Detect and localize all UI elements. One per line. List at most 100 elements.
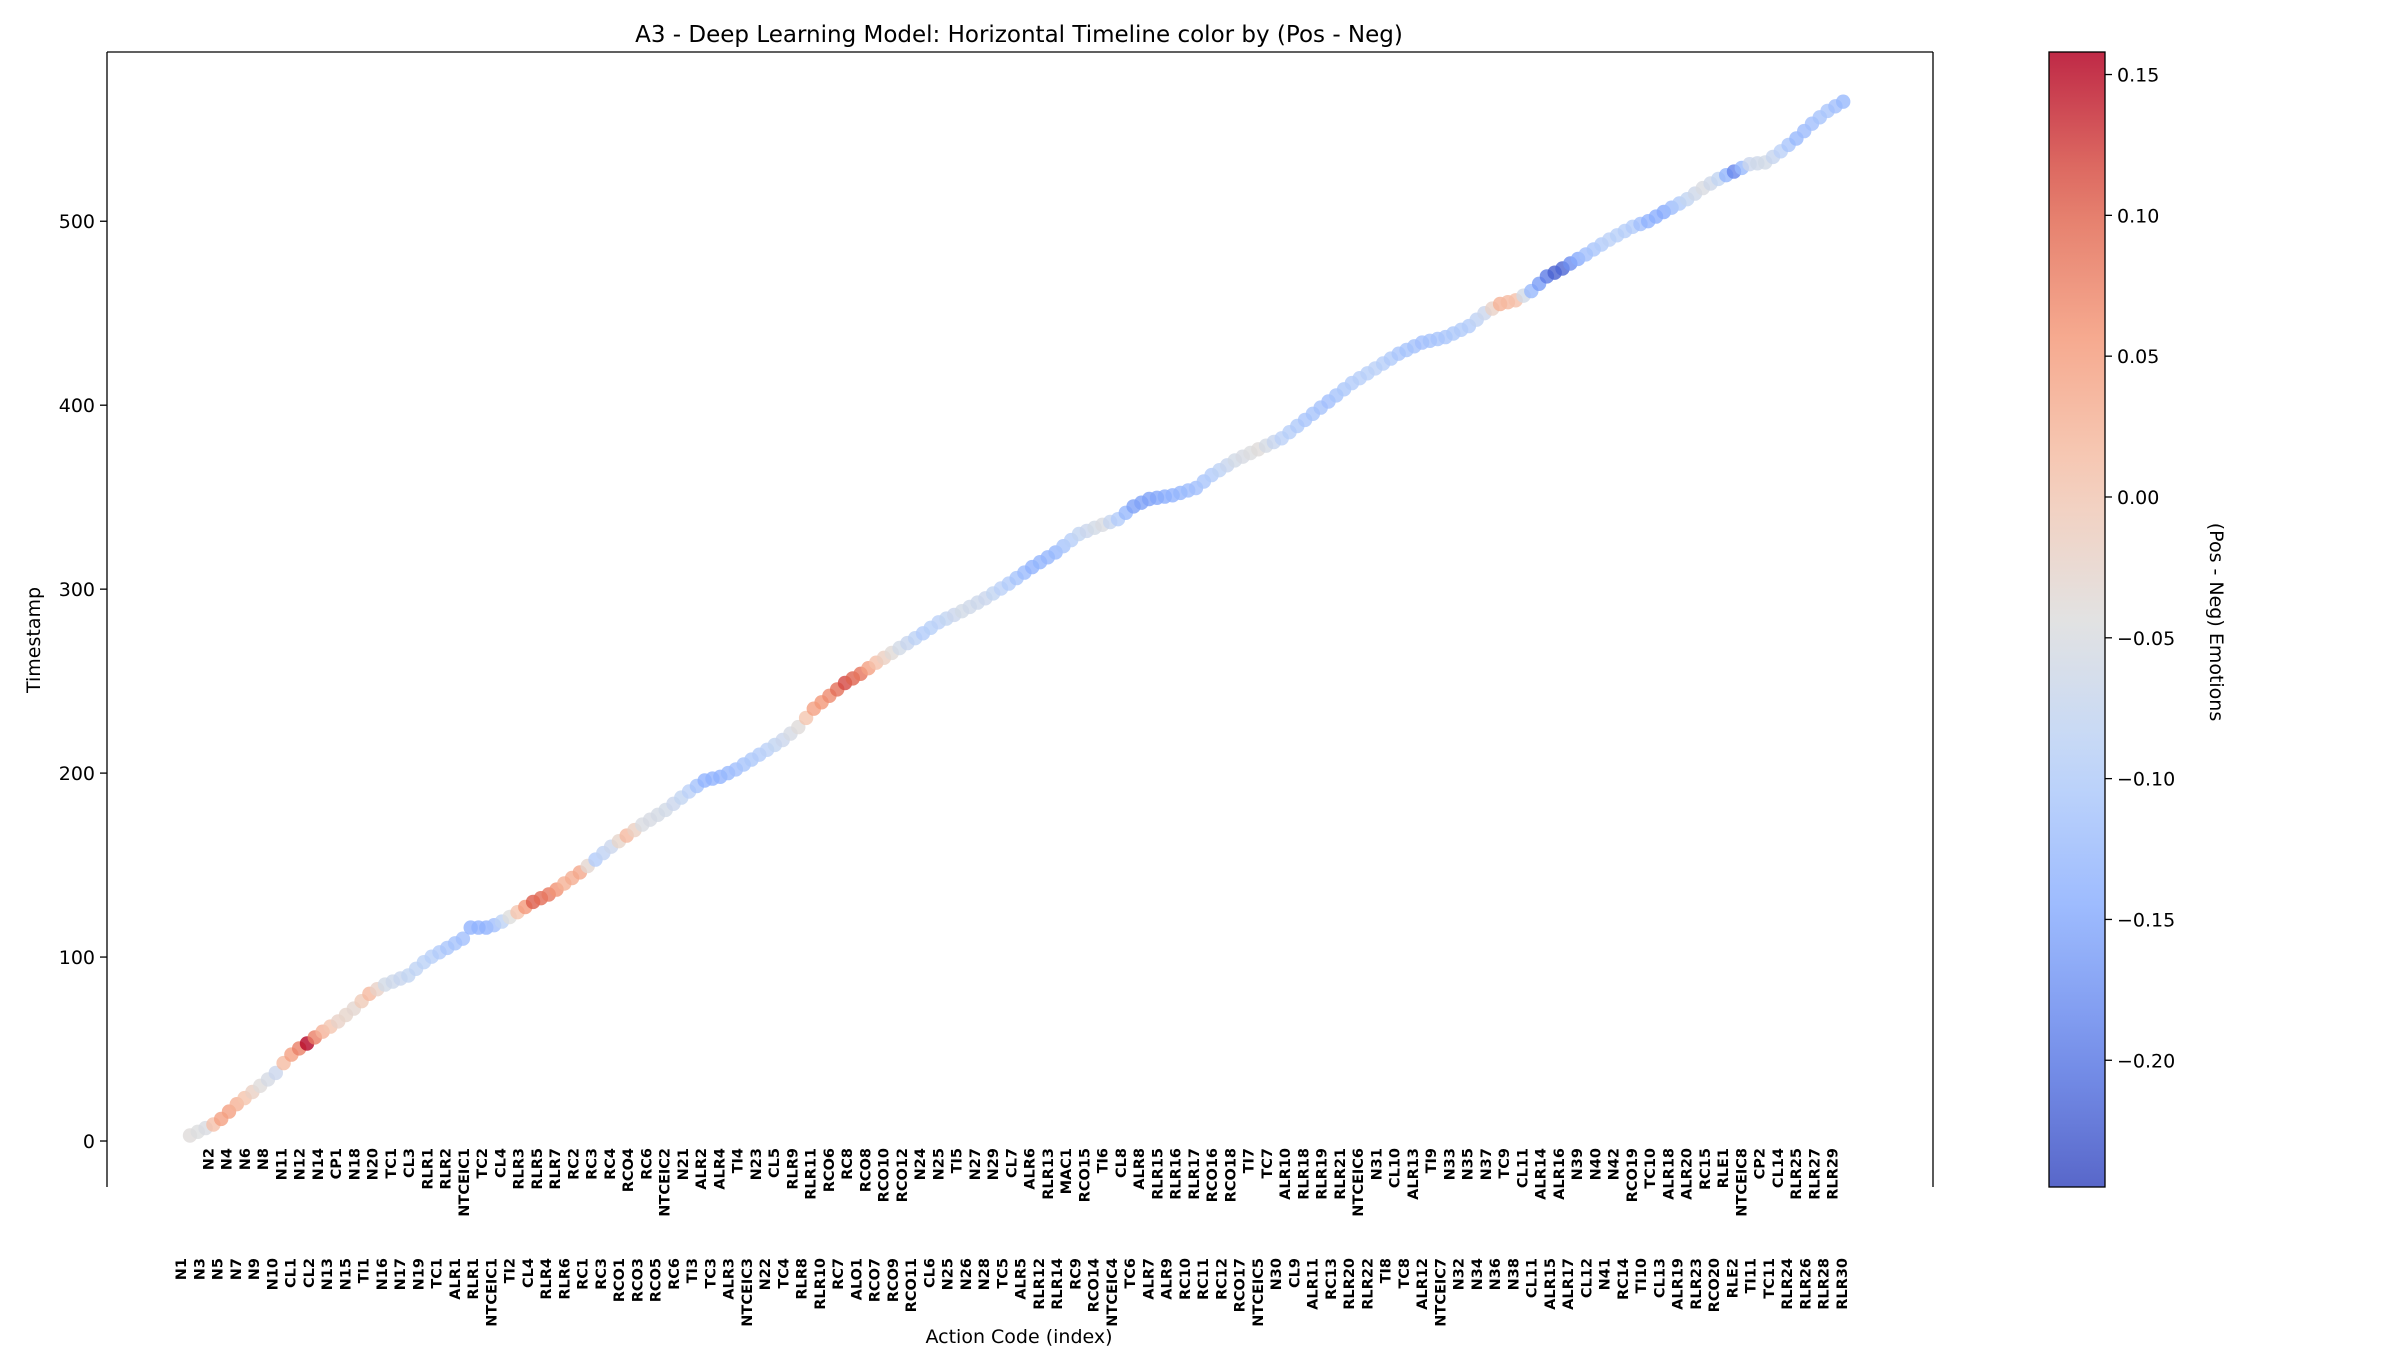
plot-area [182, 94, 1851, 1143]
x-tick-label-bottom: NTCEIC1 [484, 1258, 500, 1327]
x-tick-label-top: N20 [366, 1148, 382, 1180]
x-tick-label-top: N27 [968, 1148, 984, 1180]
x-tick-label-top: RLR15 [1150, 1148, 1166, 1200]
x-tick-label-bottom: TC11 [1762, 1258, 1778, 1299]
colorbar-tick-label: 0.10 [2117, 205, 2159, 227]
x-tick-label-top: RCO4 [621, 1148, 637, 1192]
x-tick-label-bottom: NTCEIC3 [740, 1258, 756, 1327]
x-tick-label-bottom: RCO9 [886, 1258, 902, 1302]
x-tick-label-top: RCO8 [858, 1148, 874, 1192]
x-tick-label-top: RC3 [585, 1148, 601, 1180]
x-tick-label-bottom: N26 [959, 1258, 975, 1290]
x-tick-label-bottom: NTCEIC5 [1251, 1258, 1267, 1327]
x-tick-label-bottom: CL9 [1287, 1258, 1303, 1288]
x-tick-label-top: RLR13 [1041, 1148, 1057, 1200]
x-tick-label-top: RC8 [840, 1148, 856, 1180]
x-tick-label-top: RCO12 [895, 1148, 911, 1202]
x-tick-label-bottom: RC1 [576, 1258, 592, 1290]
x-tick-label-bottom: TI2 [503, 1258, 519, 1283]
x-tick-label-top: N31 [1369, 1148, 1385, 1180]
x-tick-label-bottom: RLE2 [1726, 1258, 1742, 1298]
x-tick-label-top: CL7 [1004, 1148, 1020, 1178]
y-tick-label: 0 [83, 1131, 95, 1153]
x-tick-label-top: TC2 [475, 1148, 491, 1179]
x-tick-label-bottom: RC14 [1616, 1258, 1632, 1300]
y-tick-label: 400 [59, 395, 95, 417]
x-tick-label-bottom: N41 [1598, 1258, 1614, 1290]
x-tick-label-top: N14 [311, 1148, 327, 1180]
x-tick-label-bottom: ALR12 [1415, 1258, 1431, 1310]
data-point [455, 931, 471, 946]
x-tick-label-top: RLR11 [804, 1148, 820, 1200]
x-tick-label-bottom: TI3 [685, 1258, 701, 1283]
x-tick-label-bottom: ALR9 [1160, 1258, 1176, 1300]
x-tick-label-top: TC7 [1260, 1148, 1276, 1179]
x-tick-label-bottom: N25 [941, 1258, 957, 1290]
x-tick-label-bottom: RLR10 [813, 1258, 829, 1310]
x-tick-label-bottom: N28 [977, 1258, 993, 1290]
x-tick-label-top: RLE1 [1716, 1148, 1732, 1188]
y-tick-label: 100 [59, 947, 95, 969]
colorbar-tick-label: 0.05 [2117, 346, 2159, 368]
x-tick-label-bottom: RC9 [1068, 1258, 1084, 1290]
x-tick-label-top: RLR29 [1826, 1148, 1842, 1200]
x-tick-label-top: N39 [1570, 1148, 1586, 1180]
y-tick-label: 500 [59, 211, 95, 233]
x-tick-label-top: ALR20 [1680, 1148, 1696, 1200]
x-tick-label-bottom: CL1 [284, 1258, 300, 1288]
colorbar-tick-label: −0.10 [2117, 769, 2175, 791]
x-axis-label: Action Code (index) [925, 1326, 1112, 1348]
data-point [268, 1065, 283, 1081]
x-tick-label-top: RCO10 [877, 1148, 893, 1202]
x-tick-label-bottom: RLR30 [1835, 1258, 1851, 1310]
x-tick-label-bottom: N5 [211, 1258, 227, 1280]
x-tick-label-bottom: TI10 [1634, 1258, 1650, 1293]
x-tick-label-bottom: RCO7 [868, 1258, 884, 1302]
x-tick-label-bottom: NTCEIC7 [1433, 1258, 1449, 1327]
data-point [1836, 94, 1851, 109]
x-tick-label-bottom: TC6 [1123, 1258, 1139, 1289]
x-tick-label-top: ALR6 [1023, 1148, 1039, 1190]
x-tick-label-top: RLR2 [439, 1148, 455, 1190]
x-tick-label-bottom: RLR20 [1342, 1258, 1358, 1310]
x-tick-label-top: RLR27 [1808, 1148, 1824, 1200]
x-tick-label-top: N8 [256, 1148, 272, 1170]
x-tick-label-top: RLR16 [1169, 1148, 1185, 1200]
x-tick-label-bottom: TI11 [1744, 1258, 1760, 1293]
x-tick-label-top: ALR10 [1278, 1148, 1294, 1200]
x-tick-label-bottom: RCO1 [612, 1258, 628, 1302]
x-tick-label-top: N33 [1442, 1148, 1458, 1180]
x-tick-label-bottom: TC1 [430, 1258, 446, 1289]
x-tick-label-bottom: RCO17 [1233, 1258, 1249, 1312]
x-tick-label-top: N21 [676, 1148, 692, 1180]
x-tick-label-bottom: RC3 [594, 1258, 610, 1290]
x-tick-label-top: CL10 [1388, 1148, 1404, 1188]
x-tick-label-top: TI7 [1242, 1148, 1258, 1173]
colorbar-tick-label: −0.05 [2117, 628, 2175, 650]
x-tick-label-bottom: TC3 [703, 1258, 719, 1289]
x-tick-label-bottom: N1 [174, 1258, 190, 1280]
colorbar-tick-label: −0.20 [2117, 1050, 2175, 1072]
x-tick-label-bottom: RCO20 [1707, 1258, 1723, 1312]
x-tick-label-top: RLR17 [1187, 1148, 1203, 1200]
x-tick-label-bottom: NTCEIC4 [1105, 1258, 1121, 1327]
x-tick-label-top: RCO19 [1625, 1148, 1641, 1202]
x-tick-label-bottom: N36 [1488, 1258, 1504, 1290]
x-tick-label-top: RC15 [1698, 1148, 1714, 1190]
x-tick-label-top: TI4 [731, 1148, 747, 1173]
x-tick-label-bottom: CL11 [1525, 1258, 1541, 1298]
x-tick-label-bottom: N34 [1470, 1258, 1486, 1290]
x-tick-label-bottom: N32 [1452, 1258, 1468, 1290]
x-tick-label-bottom: RLR8 [795, 1258, 811, 1300]
x-tick-label-bottom: ALR11 [1306, 1258, 1322, 1310]
x-tick-label-bottom: CL13 [1653, 1258, 1669, 1298]
x-tick-label-bottom: RLR26 [1799, 1258, 1815, 1310]
x-tick-label-top: N4 [220, 1148, 236, 1170]
x-tick-label-bottom: N22 [758, 1258, 774, 1290]
x-tick-label-bottom: N17 [393, 1258, 409, 1290]
x-tick-label-top: CP2 [1753, 1148, 1769, 1179]
x-tick-label-bottom: CL4 [521, 1258, 537, 1288]
chart-title: A3 - Deep Learning Model: Horizontal Tim… [635, 22, 1403, 48]
